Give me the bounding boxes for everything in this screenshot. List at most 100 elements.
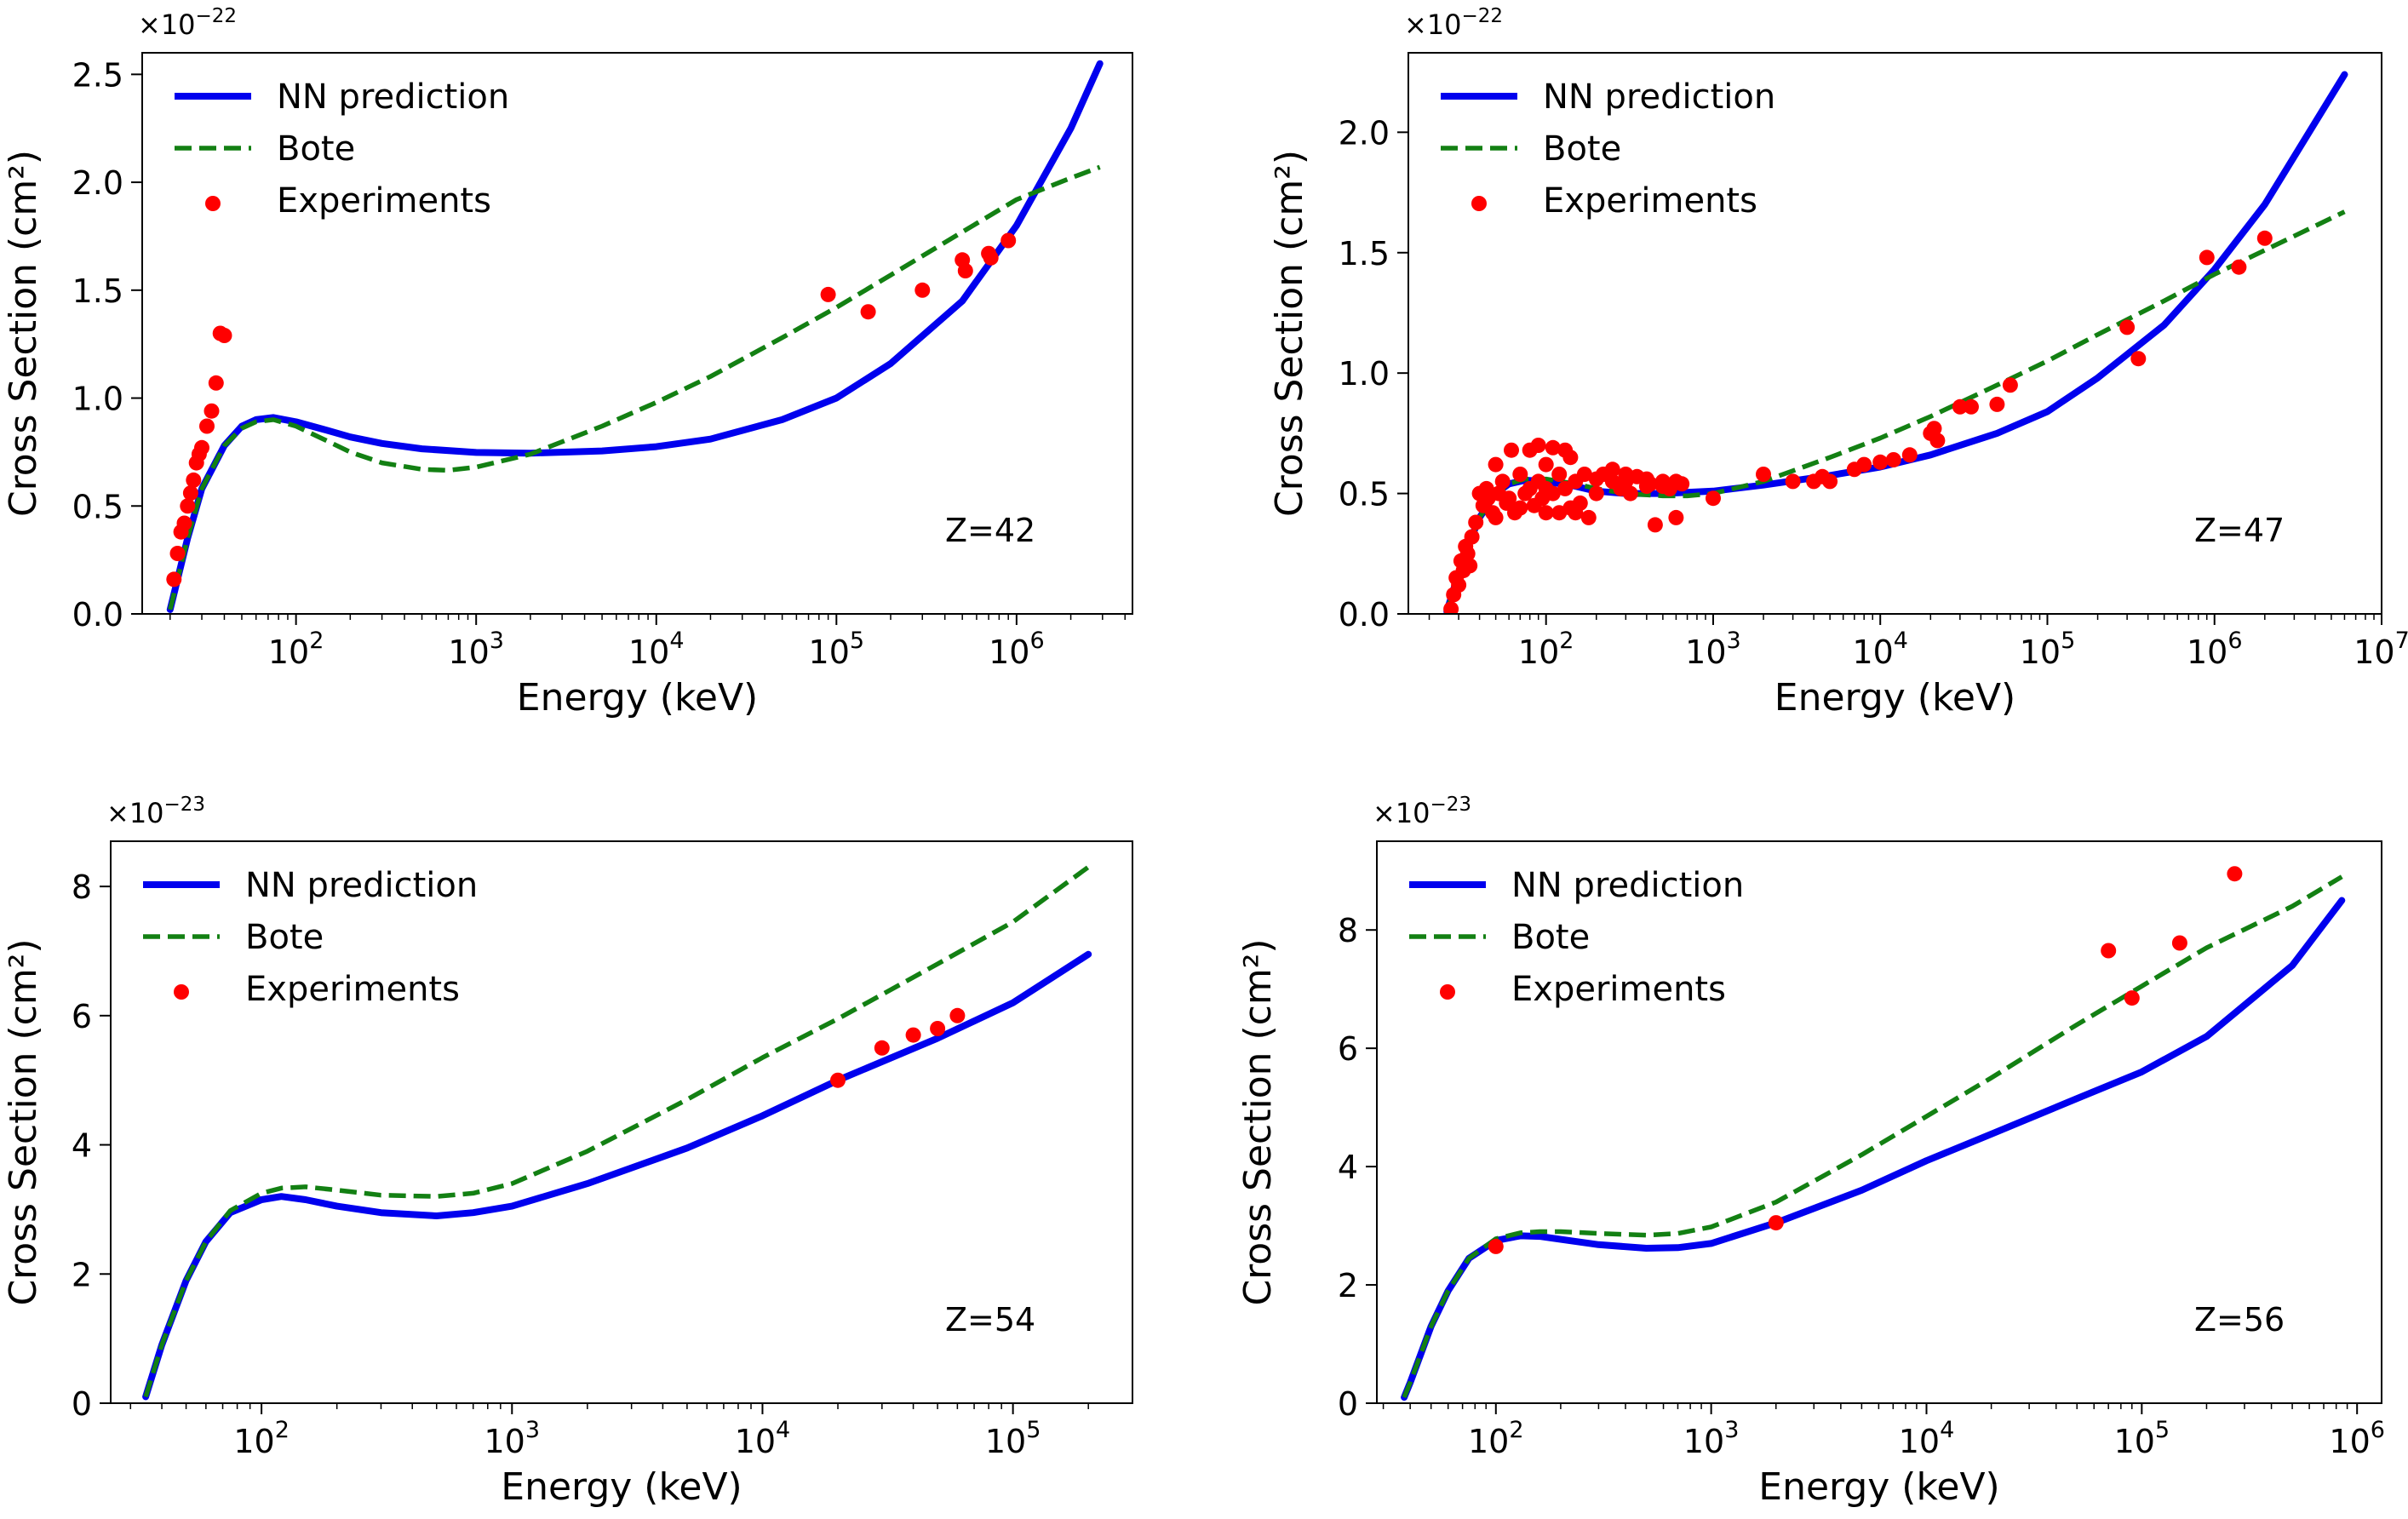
data-point bbox=[1674, 476, 1690, 492]
x-tick-label: 104 bbox=[735, 1417, 791, 1460]
x-axis-label: Energy (keV) bbox=[1758, 1465, 1999, 1509]
plot-area bbox=[166, 60, 1104, 613]
legend-label: Experiments bbox=[1511, 970, 1726, 1009]
axes-frame bbox=[1408, 52, 2382, 615]
legend: NN prediction Bote Experiments bbox=[143, 866, 478, 1009]
data-point bbox=[180, 498, 196, 514]
y-axis-label: Cross Section (cm²) bbox=[1268, 150, 1311, 517]
data-point bbox=[1580, 509, 1597, 525]
x-tick-label: 106 bbox=[2187, 628, 2243, 671]
data-point bbox=[1538, 456, 1554, 473]
y-tick-label: 4 bbox=[72, 1127, 92, 1165]
data-point bbox=[2002, 377, 2018, 393]
data-point bbox=[1572, 495, 1588, 511]
x-tick-label: 104 bbox=[1899, 1417, 1955, 1460]
x-axis-label: Energy (keV) bbox=[517, 676, 758, 719]
legend-label: NN prediction bbox=[277, 77, 509, 117]
bote-line bbox=[1402, 874, 2343, 1399]
data-point bbox=[2119, 319, 2136, 335]
chart-panel-2: 102 103 104 105 106 107 0.0 0.5 1.0 1.5 2.0 ×10−22 E… bbox=[1268, 5, 2408, 719]
data-point bbox=[1822, 473, 1838, 490]
data-point bbox=[1622, 485, 1638, 502]
data-point bbox=[1464, 529, 1480, 545]
data-point bbox=[983, 249, 999, 266]
y-tick-label: 2.0 bbox=[1339, 114, 1390, 152]
x-tick-label: 103 bbox=[1685, 628, 1741, 671]
y-tick-label: 1.0 bbox=[72, 381, 123, 418]
data-point bbox=[1512, 500, 1528, 516]
x-tick-label: 103 bbox=[484, 1417, 541, 1460]
data-point bbox=[1901, 447, 1918, 463]
legend-label: Bote bbox=[245, 918, 324, 957]
data-point bbox=[2101, 943, 2117, 959]
legend-label: Bote bbox=[277, 129, 355, 169]
x-tick-label: 104 bbox=[628, 628, 685, 671]
chart-panel-1: 102 103 104 105 106 0.0 0.5 1.0 1.5 2.0 2.5 ×10−22 E… bbox=[2, 5, 1133, 719]
legend-label: NN prediction bbox=[245, 866, 478, 905]
data-point bbox=[905, 1027, 921, 1043]
y-tick-label: 2.5 bbox=[72, 56, 123, 94]
y-tick-label: 0 bbox=[1338, 1385, 1358, 1423]
data-point bbox=[949, 1007, 966, 1023]
data-point bbox=[1872, 454, 1889, 470]
data-point bbox=[1756, 467, 1771, 482]
x-tick-label: 107 bbox=[2354, 628, 2408, 671]
data-point bbox=[1488, 1238, 1504, 1254]
x-axis-label: Energy (keV) bbox=[501, 1465, 742, 1509]
data-point bbox=[1501, 490, 1517, 507]
data-point bbox=[2256, 230, 2273, 246]
data-point bbox=[1668, 509, 1684, 525]
experiments-points bbox=[830, 1007, 966, 1088]
legend-marker bbox=[205, 196, 221, 211]
data-point bbox=[2130, 351, 2147, 367]
data-point bbox=[2227, 866, 2243, 882]
x-tick-label: 105 bbox=[985, 1417, 1041, 1460]
data-point bbox=[1488, 456, 1504, 473]
x-tick-label: 106 bbox=[2329, 1417, 2385, 1460]
x-tick-label: 105 bbox=[809, 628, 865, 671]
data-point bbox=[1000, 232, 1017, 249]
y-tick-label: 4 bbox=[1338, 1149, 1358, 1186]
data-point bbox=[2231, 259, 2247, 275]
z-annotation: Z=54 bbox=[945, 1301, 1035, 1338]
legend-label: Bote bbox=[1511, 918, 1590, 957]
x-tick-label: 103 bbox=[448, 628, 504, 671]
data-point bbox=[1768, 1215, 1784, 1231]
y-tick-label: 2 bbox=[1338, 1267, 1358, 1304]
data-point bbox=[2171, 935, 2187, 951]
data-point bbox=[1538, 505, 1554, 521]
data-point bbox=[957, 263, 973, 278]
x-tick-label: 103 bbox=[1683, 1417, 1740, 1460]
data-point bbox=[1530, 438, 1546, 453]
data-point bbox=[1562, 450, 1579, 466]
data-point bbox=[1494, 473, 1511, 490]
data-point bbox=[1885, 452, 1901, 467]
data-point bbox=[1504, 442, 1519, 458]
y-tick-label: 8 bbox=[72, 868, 92, 906]
data-point bbox=[166, 571, 182, 588]
data-point bbox=[1462, 558, 1478, 574]
z-annotation: Z=47 bbox=[2194, 512, 2285, 549]
experiments-points bbox=[1443, 230, 2273, 614]
data-point bbox=[1551, 467, 1568, 482]
legend-label: Experiments bbox=[245, 970, 460, 1009]
data-point bbox=[1512, 467, 1528, 482]
z-annotation: Z=56 bbox=[2194, 1301, 2285, 1338]
data-point bbox=[1451, 577, 1467, 593]
data-point bbox=[830, 1072, 846, 1088]
data-point bbox=[860, 304, 876, 320]
data-point bbox=[820, 286, 836, 302]
chart-panel-3: 102 103 104 105 0 2 4 6 8 ×10−23 Energy (keV) Cross… bbox=[2, 794, 1133, 1509]
x-tick-label: 102 bbox=[233, 1417, 290, 1460]
data-point bbox=[182, 485, 198, 502]
x-tick-label: 105 bbox=[2114, 1417, 2170, 1460]
z-annotation: Z=42 bbox=[945, 512, 1035, 549]
data-point bbox=[1545, 485, 1561, 502]
legend-marker bbox=[174, 984, 189, 1000]
x-tick-label: 102 bbox=[1518, 628, 1574, 671]
y-tick-label: 0.5 bbox=[72, 488, 123, 525]
y-tick-label: 8 bbox=[1338, 912, 1358, 949]
legend: NN prediction Bote Experiments bbox=[1441, 77, 1775, 221]
experiments-points bbox=[1488, 866, 2243, 1254]
